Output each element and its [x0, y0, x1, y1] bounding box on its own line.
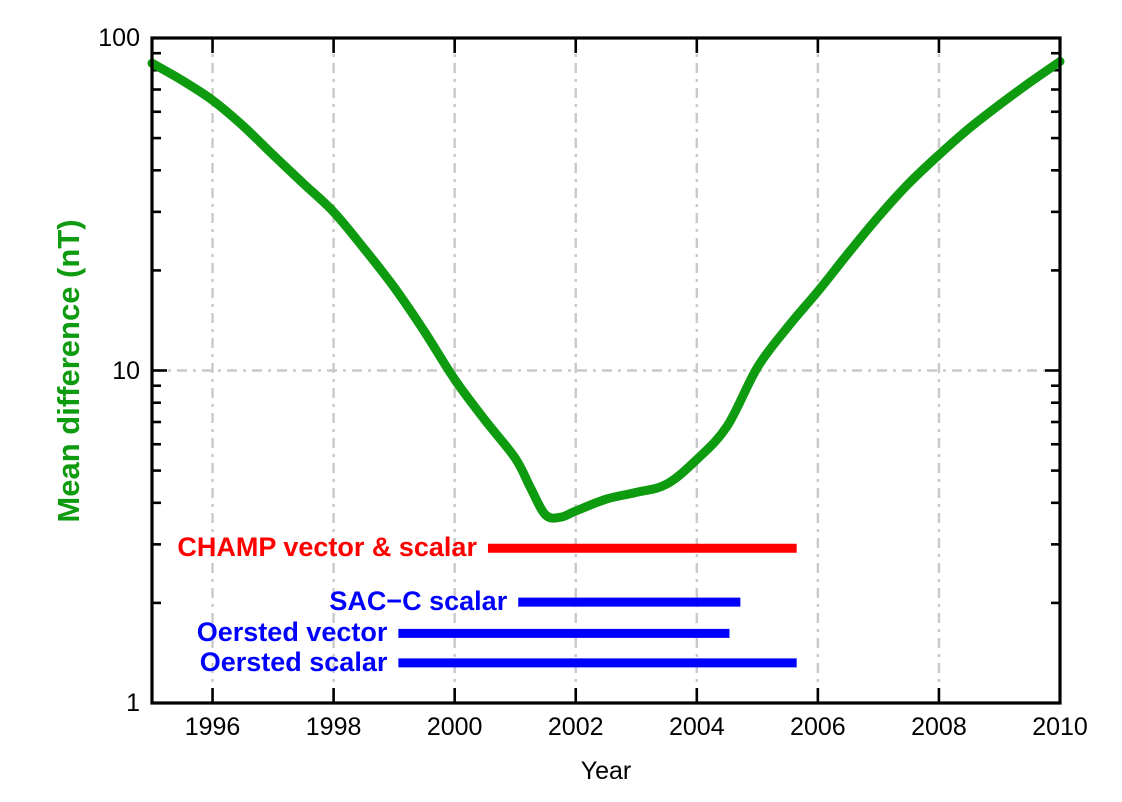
y-tick-label-1: 1 — [126, 689, 140, 717]
y-tick-label-100: 100 — [98, 24, 140, 52]
mean-difference-curve — [147, 57, 1065, 523]
x-tick-label-1998: 1998 — [305, 713, 362, 741]
mission-label-3: Oersted scalar — [199, 646, 388, 677]
x-tick-label-2010: 2010 — [1032, 713, 1088, 741]
x-tick-label-2006: 2006 — [790, 713, 846, 741]
y-tick-label-10: 10 — [112, 356, 140, 385]
y-axis-title: Mean difference (nT) — [51, 219, 86, 523]
mission-label-1: SAC−C scalar — [329, 586, 508, 617]
mission-label-2: Oersted vector — [196, 617, 388, 648]
x-tick-label-2004: 2004 — [668, 713, 725, 741]
x-axis-title: Year — [580, 757, 632, 785]
plot-frame — [150, 36, 1062, 705]
mission-label-0: CHAMP vector & scalar — [177, 532, 477, 563]
x-tick-label-2000: 2000 — [426, 713, 483, 741]
x-tick-label-2008: 2008 — [911, 713, 967, 741]
x-tick-label-1996: 1996 — [184, 713, 241, 741]
x-tick-label-2002: 2002 — [547, 713, 604, 741]
